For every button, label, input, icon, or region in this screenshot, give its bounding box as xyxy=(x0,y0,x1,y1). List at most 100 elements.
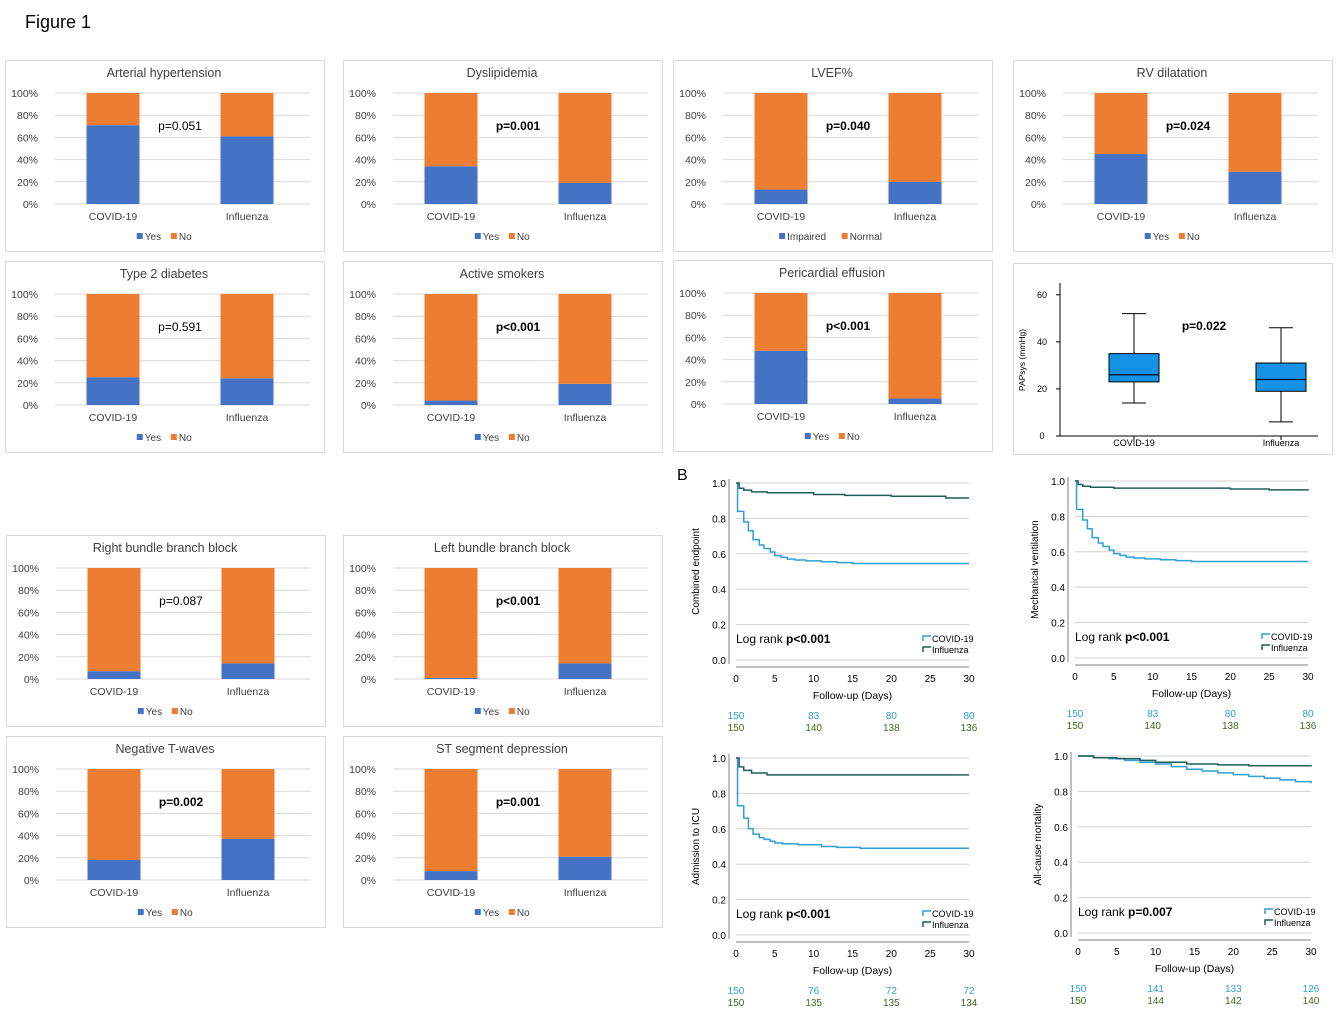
x-tick-label: 25 xyxy=(925,949,937,960)
p-value-annotation: p<0.001 xyxy=(826,319,871,333)
legend-swatch xyxy=(779,233,786,239)
survival-curve-influenza xyxy=(736,757,969,776)
legend-swatch xyxy=(508,708,515,714)
y-tick-label: 40% xyxy=(685,155,706,167)
risk-table-influenza: 150 xyxy=(1070,996,1087,1007)
x-tick-label: 0 xyxy=(1075,947,1081,958)
p-value-annotation: p=0.022 xyxy=(1182,319,1227,333)
bar-chart-9: Left bundle branch block 0% 20% 40% 60% 80% 10… xyxy=(349,541,648,718)
y-tick-label: 100% xyxy=(349,289,376,301)
legend-swatch xyxy=(136,233,143,239)
y-tick-label: 80% xyxy=(355,110,376,122)
legend-label: Yes xyxy=(483,433,499,444)
y-tick-label: 20% xyxy=(355,652,376,664)
box-covid-19 xyxy=(1108,353,1160,383)
x-tick-label: 10 xyxy=(808,949,820,960)
x-tick-label: COVID-19 xyxy=(757,211,806,223)
survival-curve-influenza xyxy=(736,482,969,499)
y-tick-label: 40% xyxy=(355,356,376,368)
y-tick-label: 1.0 xyxy=(1054,752,1068,763)
bar-yes-covid-19 xyxy=(1094,154,1148,204)
y-tick-label: 1.0 xyxy=(712,754,726,765)
x-tick-label: 30 xyxy=(963,674,975,685)
y-tick-label: 0.0 xyxy=(712,656,726,667)
y-tick-label: 0.8 xyxy=(1051,512,1065,523)
legend-label: No xyxy=(179,232,192,243)
y-tick-label: 0.4 xyxy=(712,585,726,596)
legend-label: No xyxy=(517,433,530,444)
bar-yes-influenza xyxy=(558,856,612,880)
x-tick-label: 15 xyxy=(1186,672,1198,683)
y-tick-label: 100% xyxy=(12,764,39,776)
legend-label: No xyxy=(180,908,193,919)
x-tick-label: 30 xyxy=(963,949,975,960)
y-tick-label: 0.6 xyxy=(712,825,726,836)
x-tick-label: 25 xyxy=(925,674,937,685)
risk-table-influenza: 140 xyxy=(1144,721,1161,732)
y-tick-label: 0.0 xyxy=(1054,929,1068,940)
y-tick-label: 80% xyxy=(17,311,38,323)
y-tick-label: 0% xyxy=(23,199,38,211)
x-tick-label: 10 xyxy=(1150,947,1162,958)
legend-label: No xyxy=(517,707,530,718)
y-tick-label: 0.4 xyxy=(712,860,726,871)
y-tick-label: 40% xyxy=(17,155,38,167)
bar-impaired-covid-19 xyxy=(754,189,808,204)
y-tick-label: 20% xyxy=(355,853,376,865)
x-tick-label: COVID-19 xyxy=(427,211,476,223)
risk-table-covid: 72 xyxy=(886,986,898,997)
legend-swatch xyxy=(508,233,515,239)
y-tick-label: 60% xyxy=(685,132,706,144)
risk-table-influenza: 140 xyxy=(1303,996,1320,1007)
y-tick-label: 1.0 xyxy=(1051,477,1065,488)
x-tick-label: 10 xyxy=(1147,672,1159,683)
survival-curve-covid-19 xyxy=(736,482,969,565)
legend-line xyxy=(922,921,931,927)
bar-chart-frame xyxy=(343,535,663,727)
risk-table-influenza: 140 xyxy=(805,723,822,734)
bar-chart-10: Negative T-waves 0% 20% 40% 60% 80% 100% COVID-… xyxy=(12,742,311,919)
x-axis-label: Follow-up (Days) xyxy=(813,965,892,977)
y-tick-label: 80% xyxy=(685,310,706,322)
x-tick-label: 5 xyxy=(772,674,778,685)
risk-table-influenza: 144 xyxy=(1147,996,1164,1007)
risk-table-influenza: 134 xyxy=(961,998,978,1009)
x-tick-label: 0 xyxy=(733,949,739,960)
bar-chart-title: Negative T-waves xyxy=(115,742,214,756)
risk-table-influenza: 142 xyxy=(1225,996,1242,1007)
x-tick-label: Influenza xyxy=(1263,438,1300,448)
bar-impaired-influenza xyxy=(888,181,942,204)
legend-swatch xyxy=(170,233,177,239)
bar-no-covid-19 xyxy=(424,93,478,167)
x-tick-label: Influenza xyxy=(227,887,270,899)
risk-table-covid: 150 xyxy=(728,986,745,997)
legend-label: Normal xyxy=(850,232,882,243)
legend-label: Yes xyxy=(146,908,162,919)
legend-label: Impaired xyxy=(787,232,826,243)
x-tick-label: 15 xyxy=(1189,947,1201,958)
p-value-annotation: p=0.024 xyxy=(1166,119,1211,133)
y-tick-label: 80% xyxy=(18,585,39,597)
y-tick-label: 0% xyxy=(1031,199,1046,211)
y-axis-label: Mechanical ventilation xyxy=(1030,520,1041,618)
bar-chart-4: Type 2 diabetes 0% 20% 40% 60% 80% 100% COVID-1… xyxy=(11,267,310,444)
legend-swatch xyxy=(474,909,481,915)
panel-b-label: B xyxy=(677,467,688,484)
legend-swatch xyxy=(136,434,143,440)
bar-yes-influenza xyxy=(1228,171,1282,204)
x-tick-label: 30 xyxy=(1305,947,1317,958)
bar-yes-covid-19 xyxy=(424,400,478,405)
bar-chart-5: Active smokers 0% 20% 40% 60% 80% 100% COVID-19… xyxy=(349,267,648,444)
bar-yes-influenza xyxy=(888,398,942,404)
x-tick-label: Influenza xyxy=(1234,211,1277,223)
y-axis-label: Combined endpoint xyxy=(691,528,702,615)
legend-label: Yes xyxy=(146,707,162,718)
risk-table-covid: 76 xyxy=(808,986,820,997)
y-tick-label: 0% xyxy=(691,199,706,211)
y-tick-label: 0% xyxy=(361,400,376,412)
x-tick-label: COVID-19 xyxy=(427,412,476,424)
x-tick-label: 5 xyxy=(772,949,778,960)
legend-label: No xyxy=(179,433,192,444)
risk-table-influenza: 150 xyxy=(728,723,745,734)
y-tick-label: 80% xyxy=(18,786,39,798)
